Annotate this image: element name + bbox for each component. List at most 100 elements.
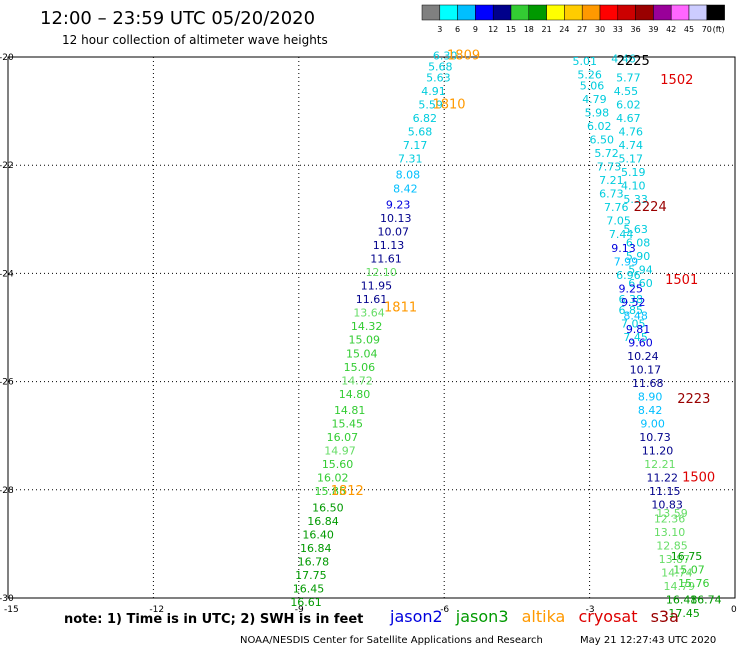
swh-value: 7.05 [621, 318, 646, 331]
colorbar-label: 45 [684, 25, 694, 34]
swh-value: 14.79 [664, 580, 696, 593]
colorbar-label: 27 [577, 25, 587, 34]
swh-value: 11.15 [649, 485, 681, 498]
swh-value: 17.45 [668, 607, 700, 620]
swh-value: 5.06 [580, 79, 605, 92]
swh-value: 15.76 [678, 577, 710, 590]
swh-value: 6.02 [587, 120, 612, 133]
swh-value: 17.75 [295, 569, 327, 582]
colorbar-label: 39 [648, 25, 658, 34]
swh-value: 7.21 [599, 174, 624, 187]
swh-value: 16.02 [317, 472, 349, 485]
swh-value: 5.94 [628, 263, 653, 276]
swh-value: 7.05 [606, 215, 631, 228]
swh-value: 13.64 [353, 307, 385, 320]
swh-value: 9.23 [386, 198, 411, 211]
legend-jason3: jason3 [455, 607, 509, 626]
swh-value: 8.08 [396, 169, 421, 182]
pass-label: 1812 [331, 484, 364, 499]
colorbar-swatch [421, 4, 441, 21]
swh-value: 11.61 [356, 293, 388, 306]
swh-value: 6.38 [619, 293, 644, 306]
swh-value: 6.50 [589, 134, 614, 147]
x-tick-label: -15 [4, 605, 19, 615]
swh-value: 5.72 [594, 147, 619, 160]
colorbar-swatch [439, 4, 458, 21]
swh-value: 5.01 [573, 55, 598, 68]
swh-value: 16.75 [671, 550, 703, 563]
swh-value: 5.59 [418, 98, 443, 111]
swh-value: 4.74 [619, 139, 644, 152]
swh-value: 9.13 [611, 242, 636, 255]
swh-value: 5.17 [619, 152, 644, 165]
pass-label: 2225 [617, 54, 650, 69]
swh-value: 16.84 [307, 515, 339, 528]
colorbar-label: 36 [631, 25, 641, 34]
credit-text: NOAA/NESDIS Center for Satellite Applica… [240, 635, 543, 646]
swh-value: 16.78 [298, 556, 330, 569]
swh-value: 8.42 [638, 404, 663, 417]
swh-value: 11.13 [373, 239, 405, 252]
swh-value: 5.26 [577, 69, 602, 82]
swh-value: 8.42 [393, 182, 418, 195]
colorbar-unit: (ft) [713, 25, 725, 34]
swh-value: 16.40 [302, 528, 334, 541]
swh-value: 6.60 [628, 277, 653, 290]
colorbar-label: 15 [506, 25, 516, 34]
colorbar-swatch [653, 4, 672, 21]
pass-label: 1809 [447, 49, 480, 64]
swh-value: 7.45 [623, 331, 648, 344]
generated-timestamp: May 21 12:27:43 UTC 2020 [580, 635, 717, 646]
swh-value: 5.19 [621, 166, 646, 179]
swh-value: 13.10 [654, 526, 686, 539]
swh-value: 9.81 [626, 323, 651, 336]
legend-altika: altika [521, 607, 566, 626]
swh-value: 14.97 [324, 445, 356, 458]
swh-value: 6.30 [433, 50, 458, 63]
footnote: note: 1) Time is in UTC; 2) SWH is in fe… [64, 612, 364, 627]
y-tick-label: -22 [0, 161, 14, 171]
swh-value: 8.90 [638, 391, 663, 404]
colorbar-label: 33 [613, 25, 623, 34]
colorbar-swatch [599, 4, 619, 21]
swh-value: 15.04 [346, 347, 378, 360]
swh-value: 5.33 [623, 193, 648, 206]
swh-value: 12.85 [656, 539, 688, 552]
swh-value: 4.79 [582, 93, 607, 106]
colorbar-swatch [617, 4, 636, 21]
swh-value: 10.17 [630, 363, 662, 376]
colorbar-label: 42 [666, 25, 676, 34]
colorbar-swatch [564, 4, 583, 21]
swh-value: 15.09 [348, 334, 380, 347]
swh-value: 9.52 [621, 296, 646, 309]
colorbar-swatch [706, 4, 725, 21]
swh-value: 7.31 [398, 152, 423, 165]
pass-label: 2223 [677, 392, 710, 407]
swh-value: 13.59 [656, 507, 688, 520]
swh-value: 12.10 [365, 266, 397, 279]
y-tick-label: -28 [0, 486, 14, 496]
colorbar-label: 12 [488, 25, 498, 34]
colorbar-label: 24 [559, 25, 569, 34]
swh-value: 10.07 [378, 226, 410, 239]
swh-value: 11.61 [370, 253, 402, 266]
swh-value: 12.21 [644, 458, 676, 471]
swh-value: 4.55 [614, 85, 639, 98]
swh-value: 11.95 [361, 280, 393, 293]
legend-jason2: jason2 [390, 607, 443, 626]
swh-value: 14.81 [334, 404, 366, 417]
swh-value: 6.82 [413, 112, 438, 125]
swh-value: 4.67 [616, 112, 641, 125]
x-tick-label: 0 [731, 605, 737, 615]
colorbar-label: 3 [437, 25, 442, 34]
swh-value: 7.99 [614, 255, 639, 268]
swh-value: 4.46 [611, 52, 636, 65]
swh-value: 6.73 [599, 188, 624, 201]
swh-value: 10.24 [627, 350, 659, 363]
y-tick-label: -24 [0, 269, 14, 279]
colorbar-swatch [510, 4, 530, 21]
swh-value: 15.85 [315, 485, 347, 498]
x-tick-label: -9 [295, 605, 304, 615]
swh-value: 7.73 [597, 161, 622, 174]
